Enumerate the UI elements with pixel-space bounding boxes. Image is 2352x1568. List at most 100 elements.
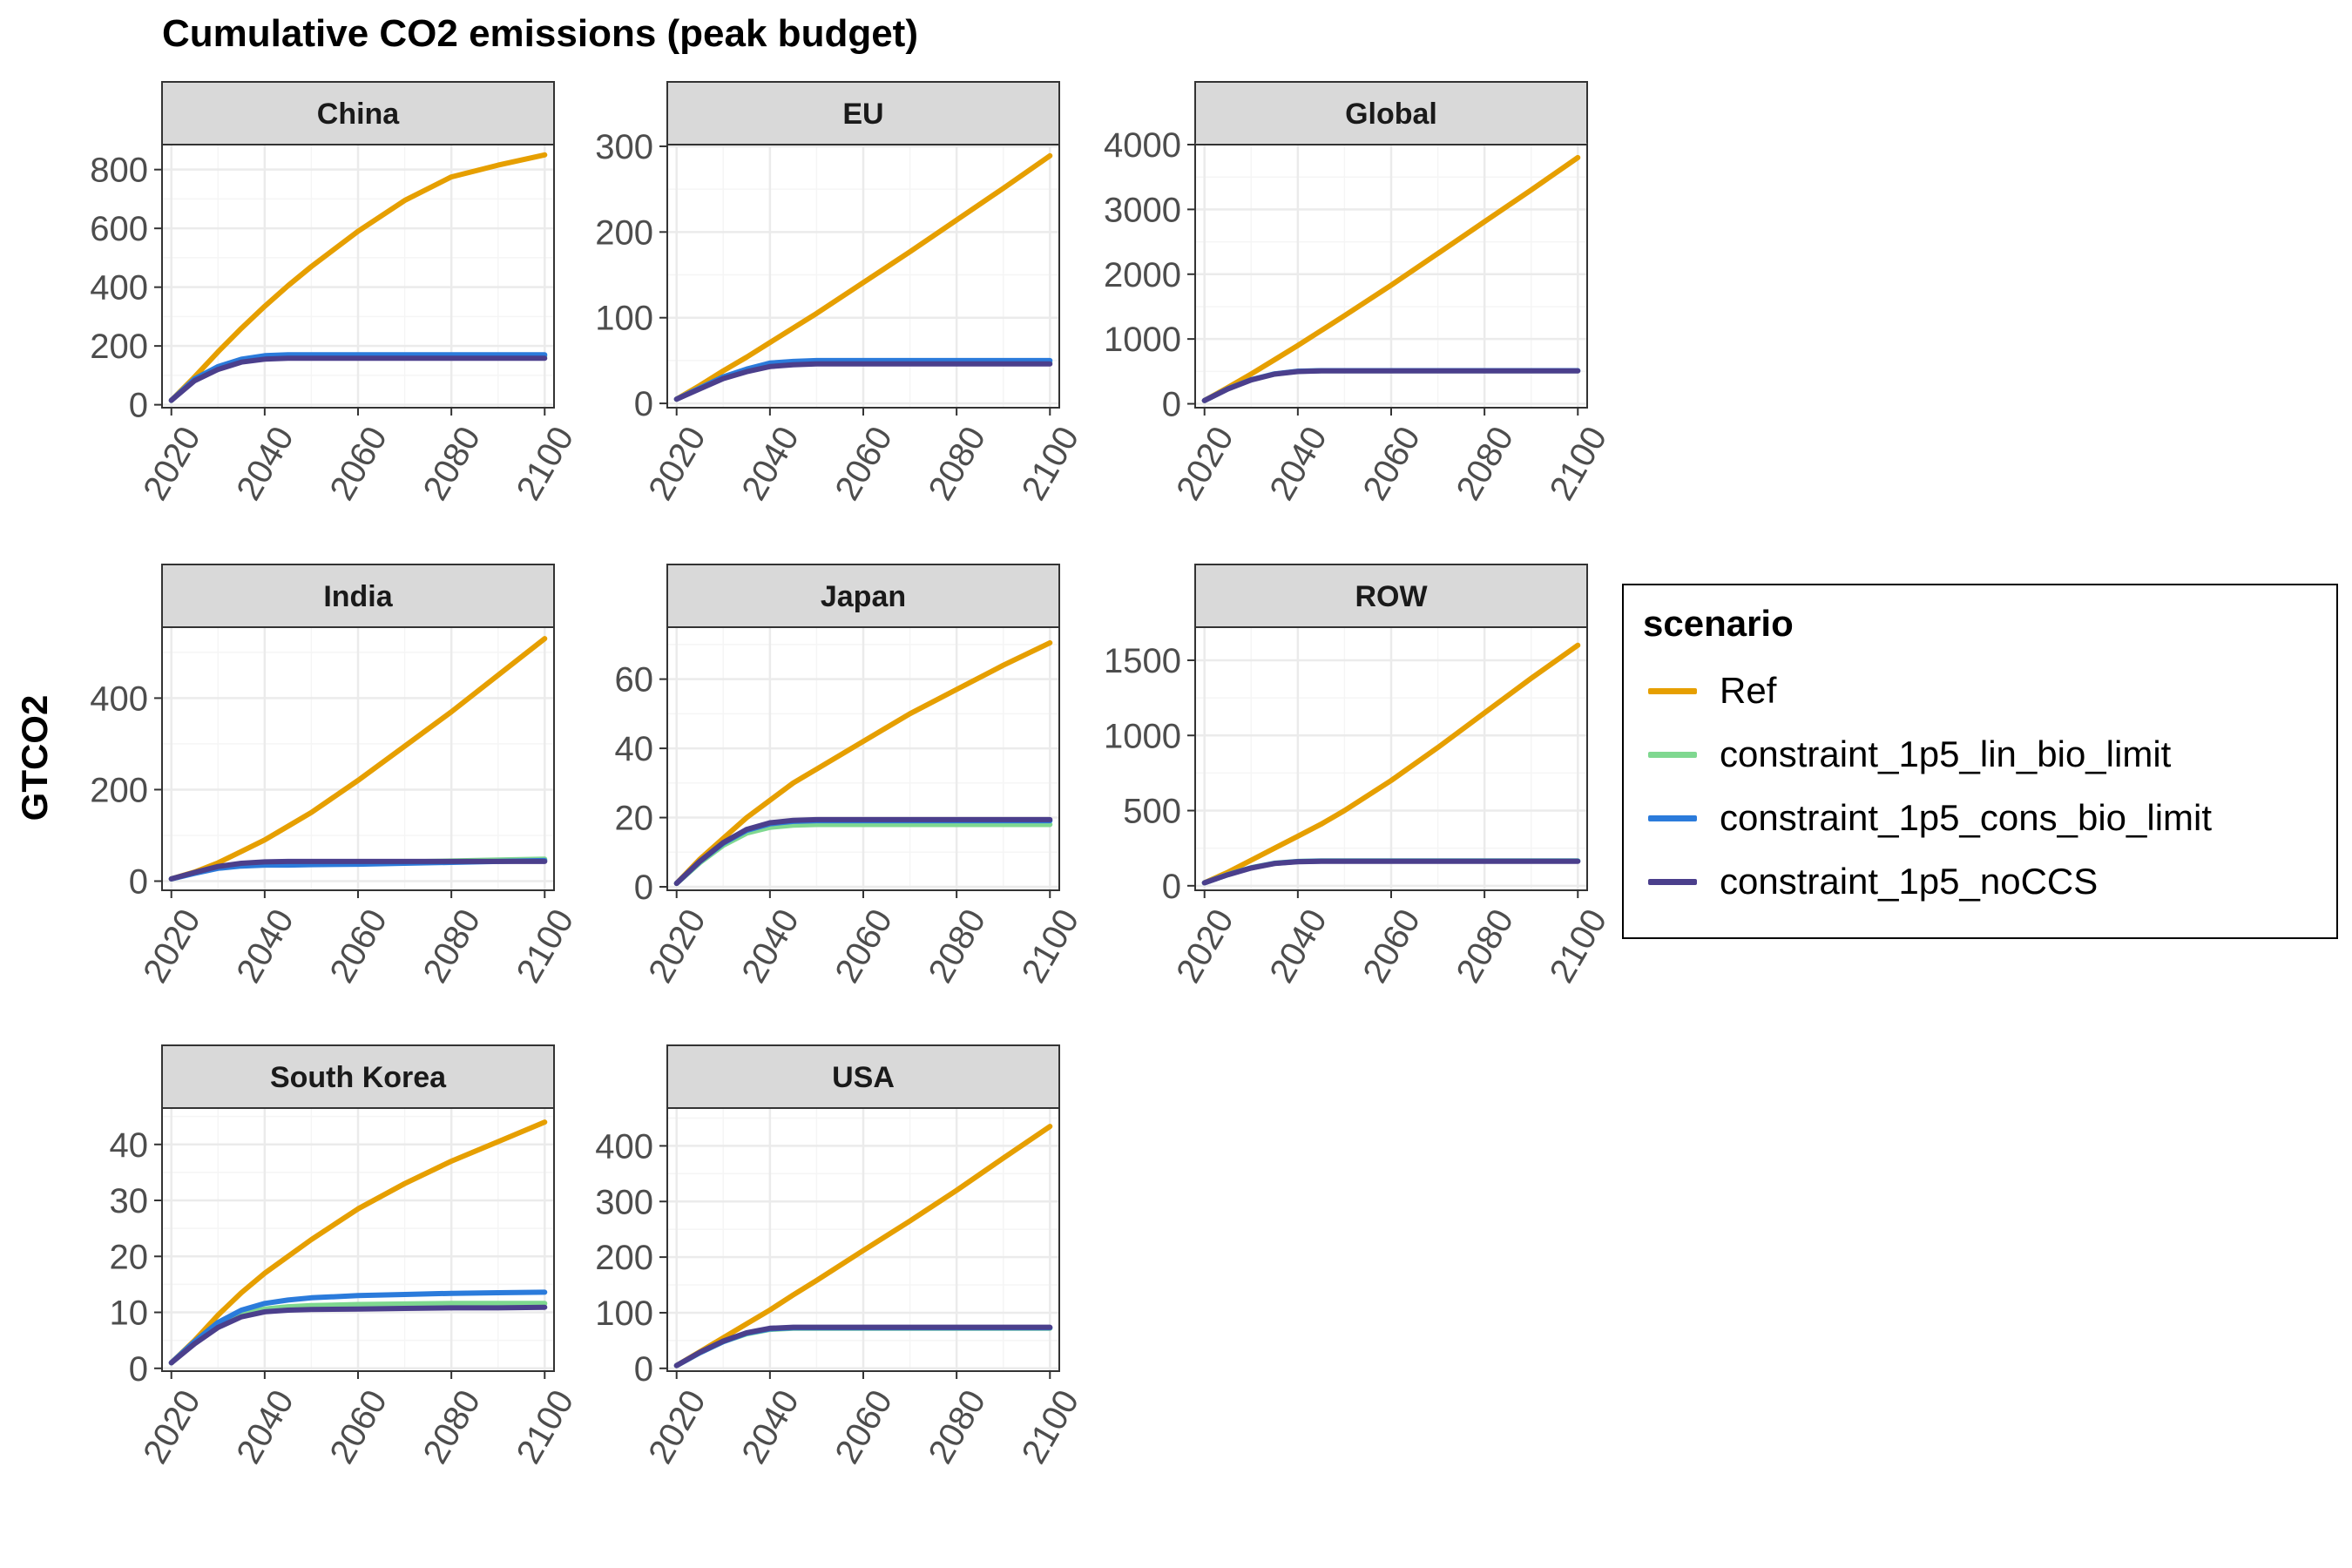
y-tick-label: 100: [595, 1294, 653, 1333]
x-tick-label: 2060: [828, 421, 900, 507]
legend-title: scenario: [1643, 603, 1794, 644]
y-tick-label: 0: [1162, 386, 1181, 424]
y-tick-label: 800: [90, 152, 148, 190]
y-tick-label: 0: [1162, 868, 1181, 906]
legend-label: constraint_1p5_cons_bio_limit: [1720, 797, 2213, 838]
series-line-constraint-1p5-noccs: [673, 361, 1053, 402]
y-tick-label: 0: [634, 868, 653, 907]
legend-item-noccs: constraint_1p5_noCCS: [1648, 856, 2328, 909]
y-tick-label: 10: [110, 1294, 149, 1333]
y-tick-label: 1000: [1104, 321, 1181, 359]
series-line-ref: [168, 1119, 548, 1366]
x-tick-label: 2100: [1015, 903, 1087, 990]
legend-swatch: [1648, 879, 1697, 885]
x-tick-label: 2080: [416, 903, 489, 990]
x-tick-label: 2040: [734, 421, 807, 507]
x-tick-label: 2100: [510, 1384, 582, 1470]
x-tick-label: 2100: [510, 421, 582, 507]
y-tick-label: 2000: [1104, 256, 1181, 294]
series-line-ref: [168, 152, 548, 403]
legend-item-ref: Ref: [1648, 666, 2328, 718]
y-tick-label: 600: [90, 210, 148, 248]
x-tick-label: 2080: [922, 421, 994, 507]
facet-strip: [666, 81, 1060, 145]
x-tick-label: 2040: [734, 1384, 807, 1470]
x-tick-label: 2020: [641, 1384, 713, 1470]
x-tick-label: 2020: [641, 421, 713, 507]
legend: scenario Ref constraint_1p5_lin_bio_limi…: [1622, 584, 2338, 939]
series-line-constraint-1p5-noccs: [1201, 368, 1581, 403]
x-tick-label: 2100: [1015, 1384, 1087, 1470]
legend-item-lin-bio-limit: constraint_1p5_lin_bio_limit: [1648, 729, 2328, 781]
x-tick-label: 2060: [322, 903, 395, 990]
legend-item-cons-bio-limit: constraint_1p5_cons_bio_limit: [1648, 793, 2328, 845]
y-tick-label: 200: [90, 328, 148, 366]
x-tick-label: 2080: [416, 421, 489, 507]
panel-global: Global 0 1000 2000 3000 4000 2020 2040 2060 2080 2…: [1104, 81, 1614, 507]
x-tick-label: 2020: [1169, 421, 1241, 507]
facet-strip: [161, 81, 555, 145]
facet-strip: [666, 1044, 1060, 1109]
legend-swatch: [1648, 815, 1697, 821]
facet-title: Japan: [821, 580, 906, 613]
y-tick-label: 0: [129, 862, 148, 901]
x-tick-label: 2060: [828, 903, 900, 990]
legend-label: constraint_1p5_noCCS: [1720, 861, 2099, 902]
x-tick-label: 2020: [136, 903, 208, 990]
x-tick-label: 2020: [136, 1384, 208, 1470]
x-tick-label: 2080: [1450, 421, 1522, 507]
series-line-ref: [673, 639, 1053, 887]
panel-row: ROW 0 500 1000 1500 2020 2040 2060 2080 2100: [1104, 564, 1614, 990]
x-tick-label: 2060: [322, 1384, 395, 1470]
facet-title: USA: [832, 1061, 895, 1094]
x-tick-label: 2060: [1355, 903, 1428, 990]
legend-label: Ref: [1720, 670, 1777, 711]
panel-china: China 0 200 400 600 800 2020 2040 2060 2080 2100: [90, 81, 582, 507]
x-tick-label: 2080: [922, 903, 994, 990]
y-tick-label: 40: [110, 1126, 149, 1165]
series-line-constraint-1p5-noccs: [168, 858, 548, 882]
x-tick-label: 2040: [734, 903, 807, 990]
y-tick-label: 200: [90, 771, 148, 809]
facet-title: China: [317, 98, 401, 131]
legend-label: constraint_1p5_lin_bio_limit: [1720, 733, 2172, 774]
series-line-constraint-1p5-noccs: [1201, 858, 1581, 886]
legend-swatch: [1648, 752, 1697, 758]
y-tick-label: 1500: [1104, 642, 1181, 680]
facet-strip: [666, 564, 1060, 628]
series-line-constraint-1p5-cons-bio-limit: [168, 1289, 548, 1366]
x-tick-label: 2060: [828, 1384, 900, 1470]
x-tick-label: 2080: [922, 1384, 994, 1470]
y-tick-label: 3000: [1104, 191, 1181, 229]
y-tick-label: 20: [615, 800, 654, 838]
x-tick-label: 2020: [641, 903, 713, 990]
panel-eu: EU 0 100 200 300 2020 2040 2060 2080 2100: [595, 81, 1086, 507]
y-tick-label: 1000: [1104, 717, 1181, 755]
x-tick-label: 2040: [1262, 421, 1335, 507]
x-tick-label: 2040: [229, 903, 301, 990]
x-tick-label: 2080: [416, 1384, 489, 1470]
panel-south-korea: South Korea 0 10 20 30 40 2020 2040 2060 2080 2100: [110, 1044, 582, 1470]
x-tick-label: 2080: [1450, 903, 1522, 990]
series-line-ref: [673, 152, 1053, 402]
y-tick-label: 400: [90, 679, 148, 718]
facet-title: EU: [842, 98, 883, 131]
x-tick-label: 2100: [510, 903, 582, 990]
x-tick-label: 2040: [229, 421, 301, 507]
facet-title: South Korea: [270, 1061, 447, 1094]
y-tick-label: 0: [634, 385, 653, 423]
series-line-constraint-1p5-noccs: [673, 1324, 1053, 1369]
x-tick-label: 2020: [136, 421, 208, 507]
series-line-ref: [1201, 154, 1581, 403]
y-tick-label: 4000: [1104, 126, 1181, 165]
y-tick-label: 500: [1123, 793, 1181, 831]
y-tick-label: 20: [110, 1238, 149, 1276]
series-line-constraint-1p5-noccs: [168, 355, 548, 403]
series-line-constraint-1p5-noccs: [168, 1304, 548, 1366]
facet-strip: [161, 1044, 555, 1109]
y-tick-label: 400: [595, 1127, 653, 1166]
facet-title: India: [323, 580, 393, 613]
panel-india: India 0 200 400 2020 2040 2060 2080 2100: [90, 564, 581, 990]
